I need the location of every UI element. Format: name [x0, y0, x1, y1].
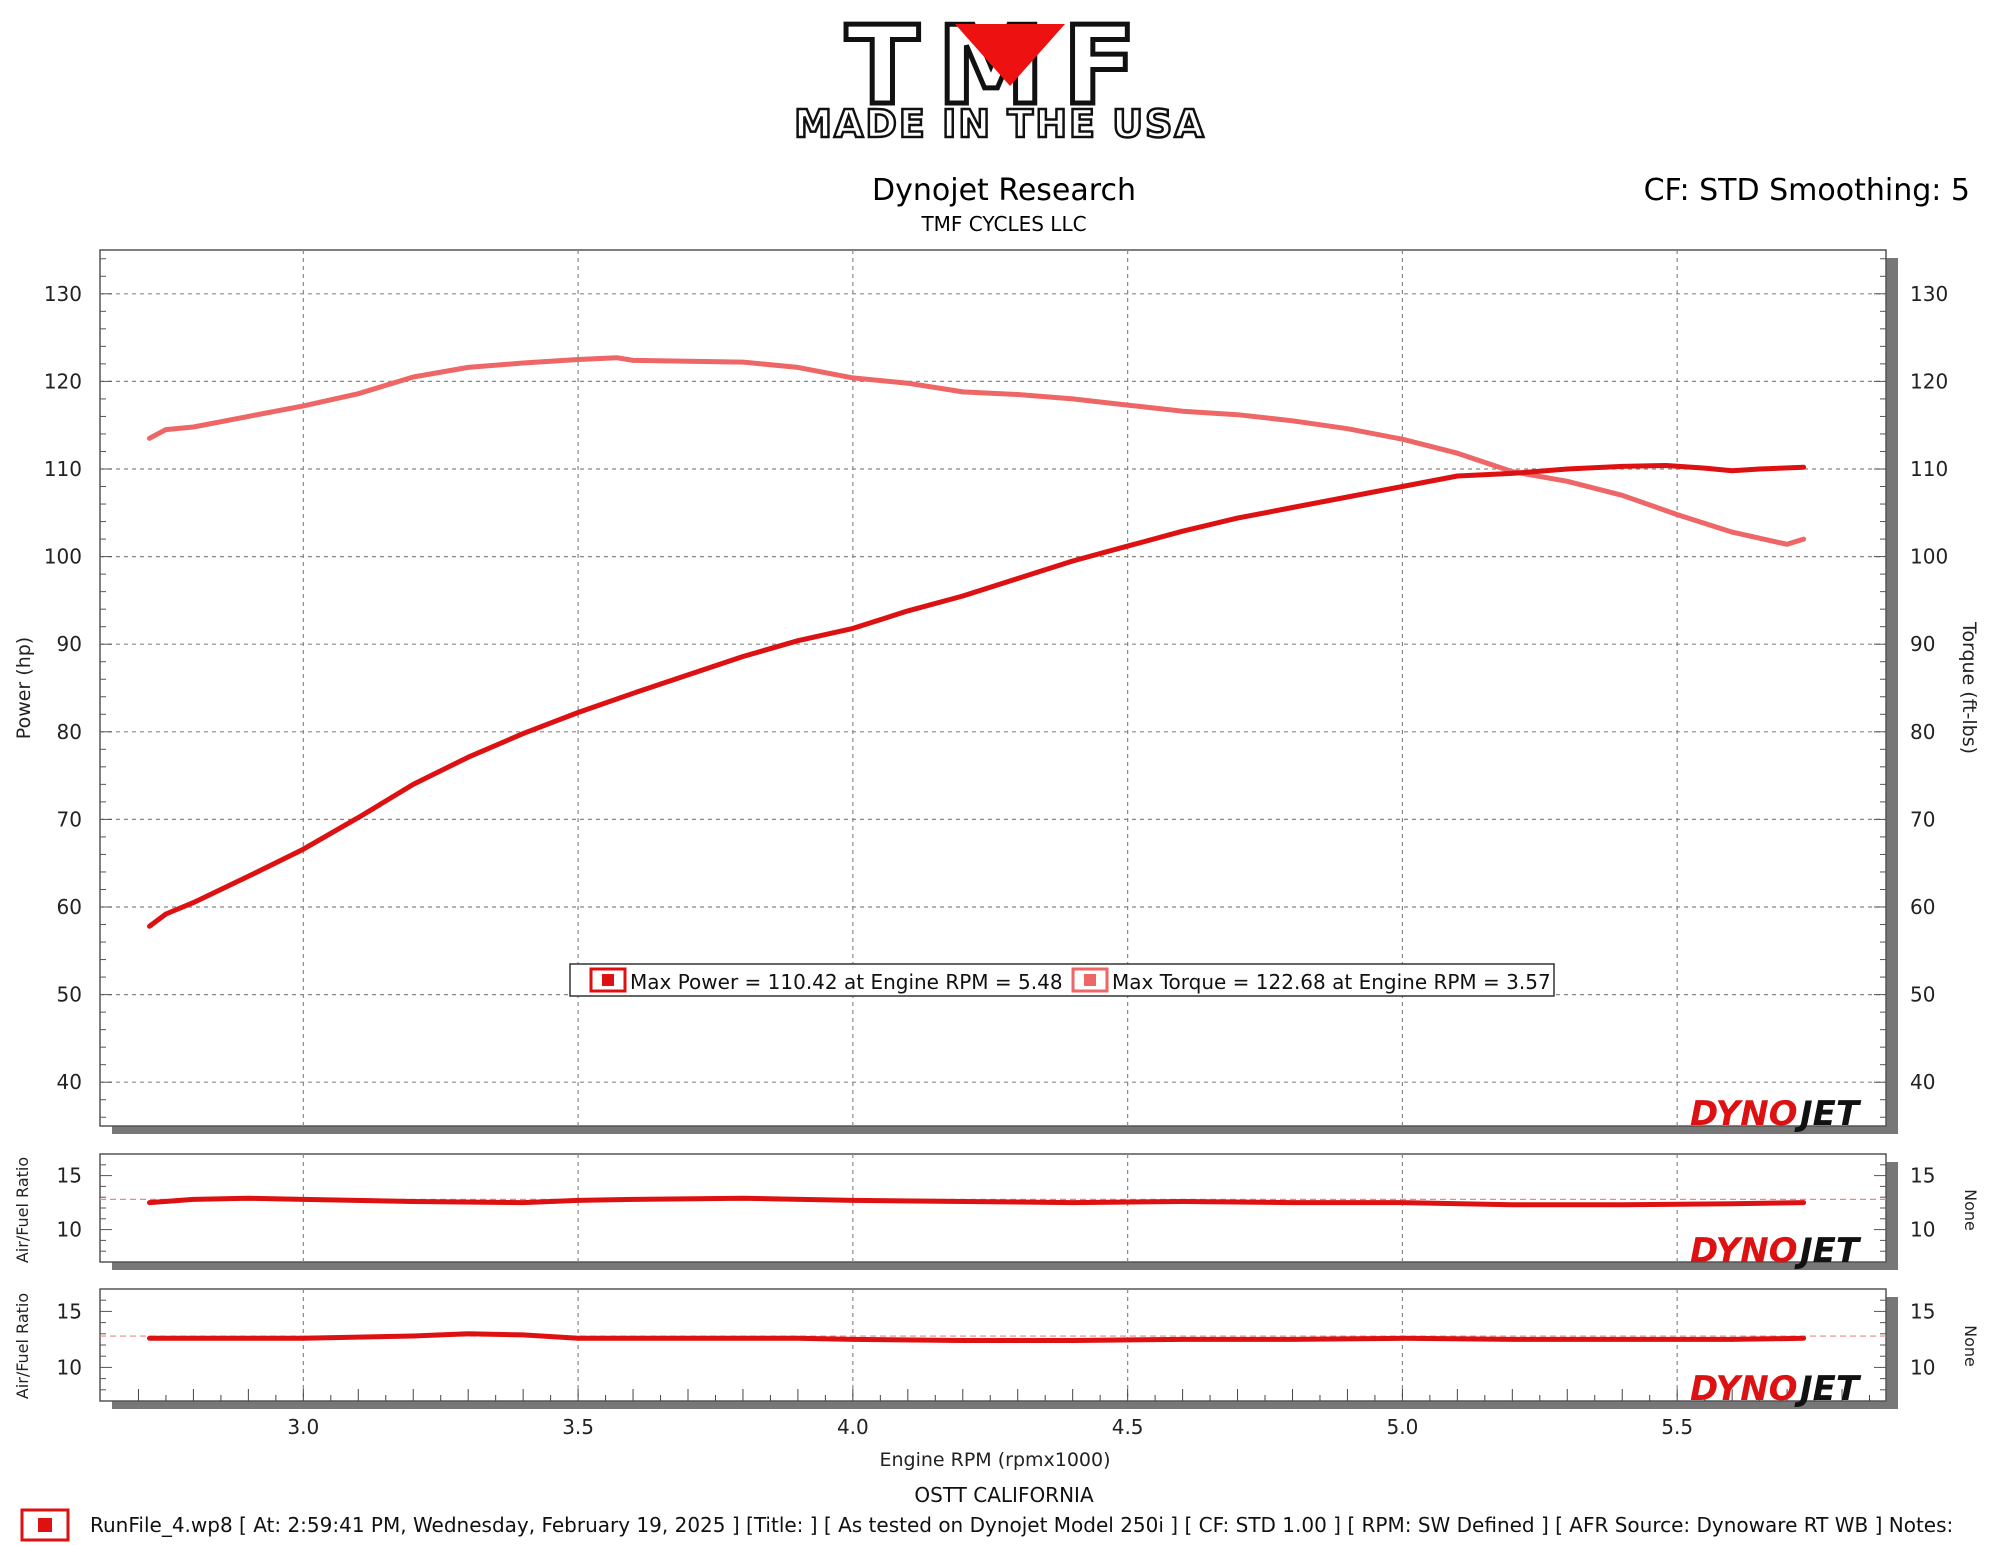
y-tick-label-power: 70: [57, 807, 82, 831]
y-tick-label-afr-right: 15: [1910, 1164, 1935, 1188]
chart-title: Dynojet Research: [872, 173, 1136, 208]
y-tick-label-torque: 110: [1910, 457, 1948, 481]
dynojet-watermark-afr2: DYNO JET: [1690, 1369, 1862, 1409]
y-tick-label-torque: 70: [1910, 807, 1935, 831]
watermark-dyno-text: DYNO: [1690, 1094, 1798, 1134]
correction-label: CF: STD Smoothing: 5: [1644, 173, 1970, 208]
y-tick-label-torque: 100: [1910, 545, 1948, 569]
x-axis-title: Engine RPM (rpmx1000): [879, 1449, 1110, 1471]
logo-tagline: MADE IN THE USA: [794, 102, 1206, 146]
y-tick-label-torque: 50: [1910, 983, 1935, 1007]
y-axis-title-power: Power (hp): [13, 637, 35, 739]
tmf-logo: TMF MADE IN THE USA: [793, 2, 1206, 148]
y-axis-title-afr2: Air/Fuel Ratio: [13, 1293, 32, 1399]
legend-power-label: Max Power = 110.42 at Engine RPM = 5.48: [630, 970, 1063, 994]
x-tick-label: 5.0: [1386, 1415, 1418, 1439]
y-tick-label-afr: 10: [57, 1218, 82, 1242]
y-tick-label-power: 80: [57, 720, 82, 744]
y-tick-label-afr: 10: [57, 1355, 82, 1379]
y-tick-label-torque: 130: [1910, 282, 1948, 306]
x-tick-label: 3.0: [287, 1415, 319, 1439]
x-tick-label: 4.5: [1112, 1415, 1144, 1439]
watermark-jet-text: JET: [1794, 1231, 1862, 1271]
afr2-panel: [99, 1288, 1887, 1402]
y-tick-label-power: 60: [57, 895, 82, 919]
y-tick-label-torque: 120: [1910, 369, 1948, 393]
y-tick-label-afr-right: 15: [1910, 1299, 1935, 1323]
afr1-panel: [99, 1153, 1887, 1263]
power-curve: [147, 463, 1807, 929]
data-series: [147, 355, 1807, 1343]
legend-box: [569, 963, 1555, 997]
run-file-swatch-fill: [38, 1518, 52, 1532]
y-axis-title-afr2-right: None: [1961, 1325, 1980, 1367]
y-tick-label-afr: 15: [57, 1164, 82, 1188]
watermark-dyno-text: DYNO: [1690, 1231, 1798, 1271]
afr-curve-1: [147, 1195, 1807, 1208]
y-tick-label-power: 50: [57, 983, 82, 1007]
watermark-jet-text: JET: [1794, 1094, 1862, 1134]
torque-curve: [147, 355, 1807, 547]
y-tick-label-power: 110: [44, 457, 82, 481]
legend: Max Power = 110.42 at Engine RPM = 5.48 …: [569, 963, 1555, 997]
y-axis-title-afr1-right: None: [1961, 1189, 1980, 1231]
watermark-dyno-text: DYNO: [1690, 1369, 1798, 1409]
dynojet-watermark-main: DYNO JET: [1690, 1094, 1862, 1134]
y-axis-title-afr1: Air/Fuel Ratio: [13, 1157, 32, 1263]
y-tick-label-afr-right: 10: [1910, 1218, 1935, 1242]
legend-torque-swatch-fill: [1084, 974, 1096, 986]
axis-ticks: 3.0 3.5 4.0 4.5 5.0 5.5 40 40 50 50 60 60 70 70 80 80 90…: [44, 258, 1948, 1439]
dynojet-watermark-afr1: DYNO JET: [1690, 1231, 1862, 1271]
run-file-info: RunFile_4.wp8 [ At: 2:59:41 PM, Wednesda…: [90, 1513, 1953, 1537]
y-tick-label-power: 130: [44, 282, 82, 306]
y-tick-label-torque: 80: [1910, 720, 1935, 744]
y-tick-label-torque: 90: [1910, 632, 1935, 656]
x-tick-label: 4.0: [837, 1415, 869, 1439]
footer-location: OSTT CALIFORNIA: [914, 1483, 1094, 1507]
watermark-jet-text: JET: [1794, 1369, 1862, 1409]
legend-torque-label: Max Torque = 122.68 at Engine RPM = 3.57: [1112, 970, 1551, 994]
x-tick-label: 3.5: [562, 1415, 594, 1439]
y-tick-label-power: 120: [44, 369, 82, 393]
y-tick-label-power: 100: [44, 545, 82, 569]
footer-run-row: RunFile_4.wp8 [ At: 2:59:41 PM, Wednesda…: [20, 1508, 1953, 1542]
y-tick-label-torque: 60: [1910, 895, 1935, 919]
y-tick-label-torque: 40: [1910, 1070, 1935, 1094]
x-tick-label: 5.5: [1661, 1415, 1693, 1439]
y-tick-label-afr: 15: [57, 1299, 82, 1323]
afr-curve-2: [147, 1331, 1807, 1343]
y-tick-label-afr-right: 10: [1910, 1355, 1935, 1379]
y-tick-label-power: 90: [57, 632, 82, 656]
legend-power-swatch-fill: [602, 974, 614, 986]
y-tick-label-power: 40: [57, 1070, 82, 1094]
chart-subtitle: TMF CYCLES LLC: [920, 212, 1086, 236]
logo-red-triangle: [955, 24, 1065, 86]
y-axis-title-torque: Torque (ft-lbs): [1958, 621, 1980, 754]
